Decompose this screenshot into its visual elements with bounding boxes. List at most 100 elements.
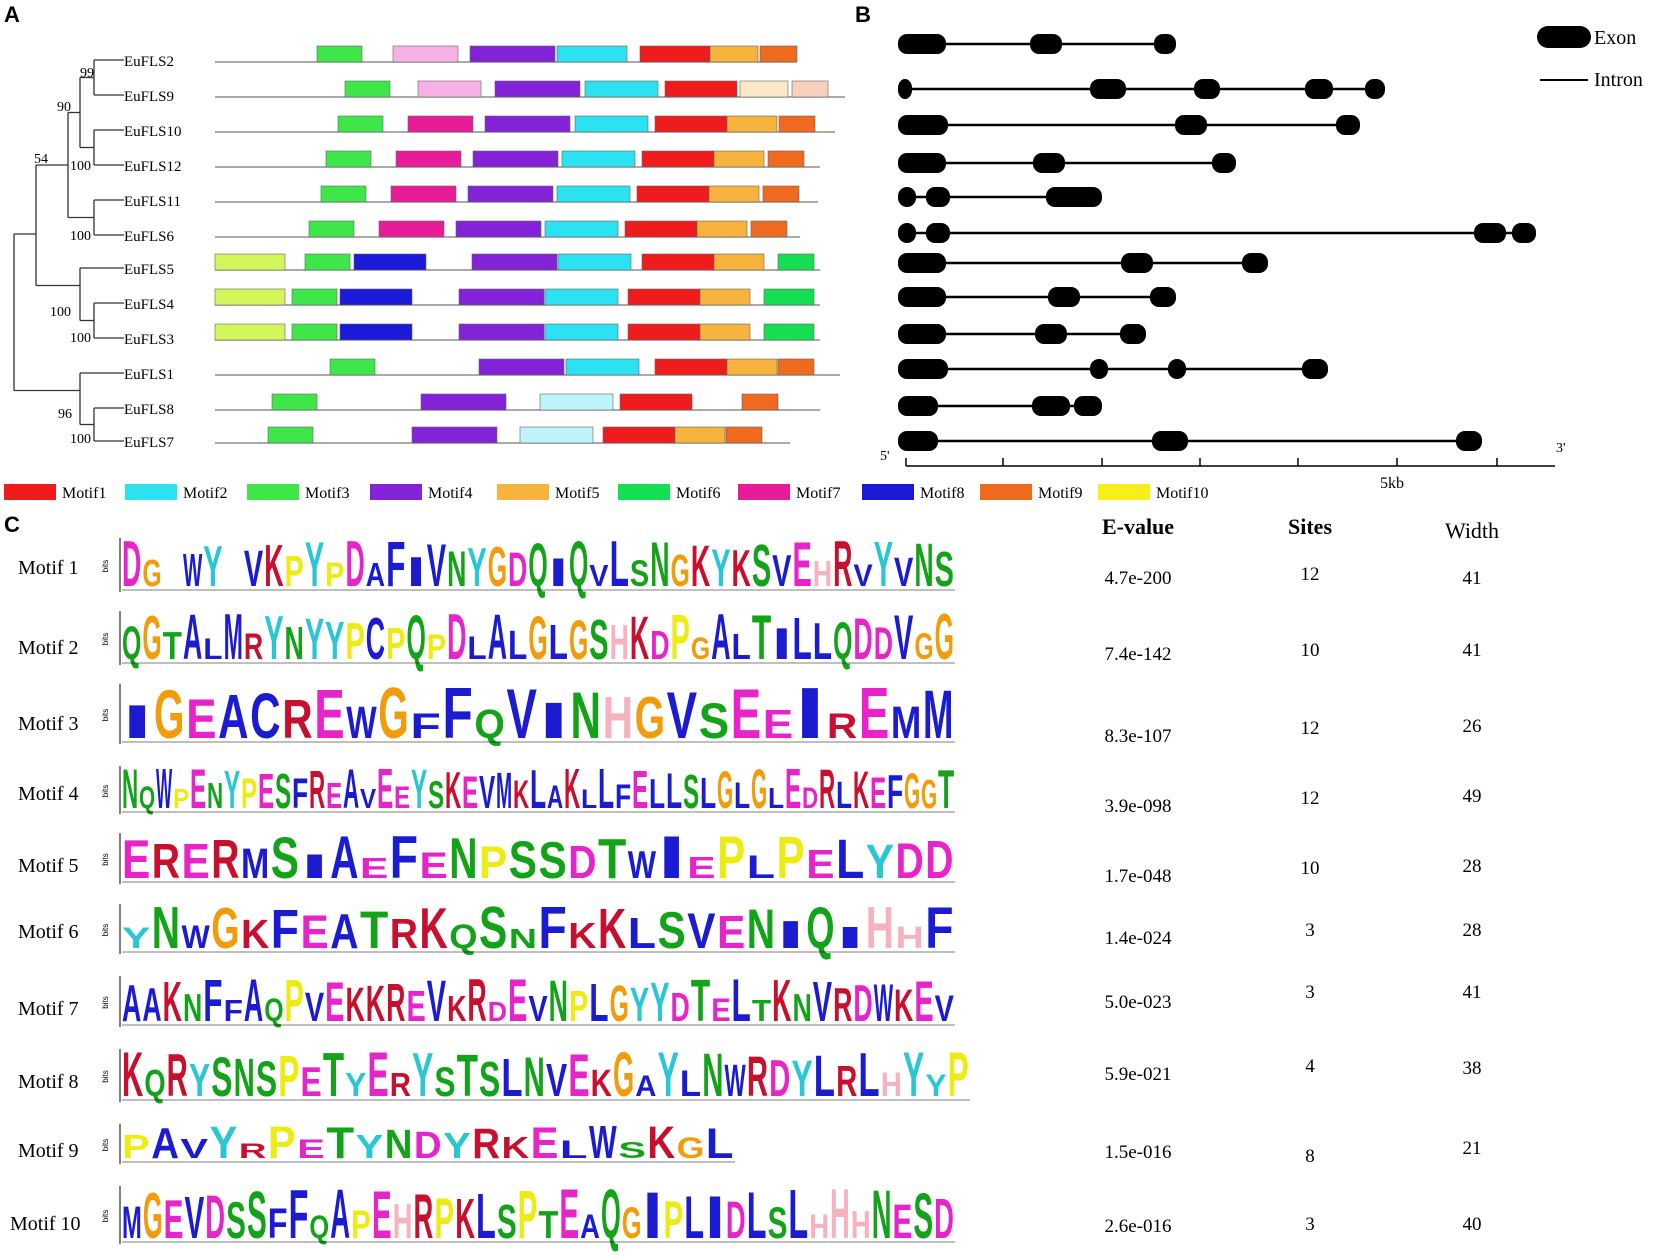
gene-structure — [898, 115, 1360, 135]
logo-letter: L — [203, 633, 222, 666]
logo-letter: L — [467, 630, 486, 666]
logo-letter: M — [923, 676, 953, 753]
legend-label: Motif10 — [1156, 485, 1208, 502]
logo-letter: S — [935, 543, 954, 597]
legend-label: Motif3 — [305, 485, 349, 502]
motif-logo-row: Motif 1 bits D G W Y V K P Y P D A F I V N Y G D Q I Q V L S N G K Y K… — [18, 527, 955, 600]
exon-block — [926, 187, 950, 207]
logo-letter: A — [711, 600, 730, 673]
exon-intron-legend: Exon Intron — [1537, 26, 1643, 91]
logo-letter: Y — [345, 1067, 366, 1104]
logo-letter: E — [406, 982, 425, 1031]
exon-block — [898, 115, 948, 135]
motif-stats-row: 4.7e-200 12 41 — [1104, 564, 1481, 589]
exon-block — [1154, 34, 1176, 54]
logo-letter: F — [925, 896, 953, 961]
logo-letter: R — [211, 828, 239, 890]
logo-letter: S — [509, 831, 537, 890]
motif-block — [291, 323, 338, 341]
logo-letter: W — [874, 974, 894, 1033]
exon-block — [898, 153, 946, 173]
logo-letter: N — [702, 1041, 723, 1109]
logo-letter: G — [528, 604, 547, 672]
panel-c-motif-logos: E-value Sites Width Motif 1 bits D G W Y V K P Y P… — [10, 514, 1499, 1253]
motif-logo-row: Motif 7 bits A A K N F F A Q P V E K K R E V K R D E V N P L G Y Y D T… — [18, 966, 955, 1034]
logo-letter: E — [325, 970, 344, 1033]
logo-letter: R — [152, 834, 180, 889]
exon-block — [898, 34, 946, 54]
logo-letter: P — [241, 770, 257, 818]
bootstrap-value: 100 — [70, 229, 91, 244]
logo-letter: I — [549, 551, 568, 595]
logo-letter: S — [630, 553, 649, 594]
logo-letter: G — [143, 1179, 163, 1252]
logo-letter: C — [366, 605, 385, 672]
logo-letter: A — [218, 683, 248, 752]
motif-block — [708, 185, 760, 203]
logo-letter: F — [539, 895, 567, 961]
legend-label: Motif9 — [1038, 485, 1082, 502]
motif-block — [329, 358, 376, 376]
logo-letter: D — [345, 527, 364, 600]
exon-legend-swatch — [1537, 26, 1591, 48]
exon-legend-label: Exon — [1594, 27, 1636, 49]
logo-letter: L — [610, 527, 629, 600]
gene-structure — [898, 431, 1482, 451]
logo-letter: W — [628, 844, 656, 887]
exon-block — [1302, 359, 1328, 379]
logo-letter: V — [813, 971, 832, 1034]
width-cell: 49 — [1463, 786, 1482, 807]
logo-letter: Y — [203, 535, 222, 599]
logo-letter: G — [691, 630, 710, 666]
motif-block — [574, 115, 649, 133]
evalue-cell: 5.0e-023 — [1104, 992, 1171, 1013]
motif-stats-row: 3.9e-098 12 49 — [1104, 786, 1481, 817]
logo-letter: D — [769, 1050, 790, 1108]
motif-logo-row: Motif 3 bits I G E A C R E W G F F Q V I N H G V S E E I R E M M — [18, 673, 955, 754]
exon-block — [1090, 359, 1108, 379]
logo-letter: E — [372, 1178, 392, 1253]
legend-label: Motif5 — [555, 485, 599, 502]
logo-letter: F — [615, 778, 631, 816]
logo-letter: Y — [210, 1117, 238, 1168]
legend-label: Motif7 — [796, 485, 840, 502]
gene-label: EuFLS10 — [124, 124, 182, 140]
logo-letter: I — [658, 824, 686, 891]
logo-letter: E — [301, 906, 329, 959]
logo-letter: Q — [406, 603, 425, 673]
exon-block — [898, 431, 938, 451]
motif-block — [544, 288, 619, 306]
logo-letter: T — [360, 901, 388, 960]
exon-block — [1512, 223, 1536, 243]
logo-letter: V — [479, 766, 495, 818]
logo-letter: W — [346, 697, 377, 748]
sites-cell: 3 — [1305, 982, 1315, 1003]
exon-block — [1365, 79, 1385, 99]
logo-letter: K — [568, 916, 596, 956]
sites-cell: 3 — [1305, 1214, 1315, 1235]
logo-letter: Y — [443, 1125, 471, 1166]
motif-block — [214, 288, 286, 306]
logo-letter: S — [479, 1052, 500, 1107]
logo-letter: V — [772, 547, 791, 596]
motif-block — [471, 253, 558, 271]
logo-letter: R — [472, 1120, 500, 1167]
motif-block — [344, 80, 391, 98]
sites-cell: 12 — [1301, 718, 1320, 739]
logo-letter: Y — [925, 1067, 946, 1103]
logo-letter: K — [345, 979, 364, 1032]
logo-letter: L — [836, 827, 864, 890]
logo-letter: H — [610, 616, 629, 670]
motif-block — [725, 426, 763, 444]
legend-label: Motif8 — [920, 485, 964, 502]
logo-letter: T — [457, 1044, 478, 1109]
logo-letter: V — [180, 1133, 209, 1164]
logo-letter: L — [581, 784, 597, 814]
gene-structure — [898, 359, 1328, 379]
logo-letter: D — [568, 836, 596, 888]
logo-letter: K — [445, 761, 461, 819]
logo-letter: S — [247, 1179, 267, 1253]
logo-letter: L — [732, 626, 751, 667]
logo-letter: L — [684, 1183, 704, 1251]
logo-letter: K — [591, 1062, 612, 1105]
